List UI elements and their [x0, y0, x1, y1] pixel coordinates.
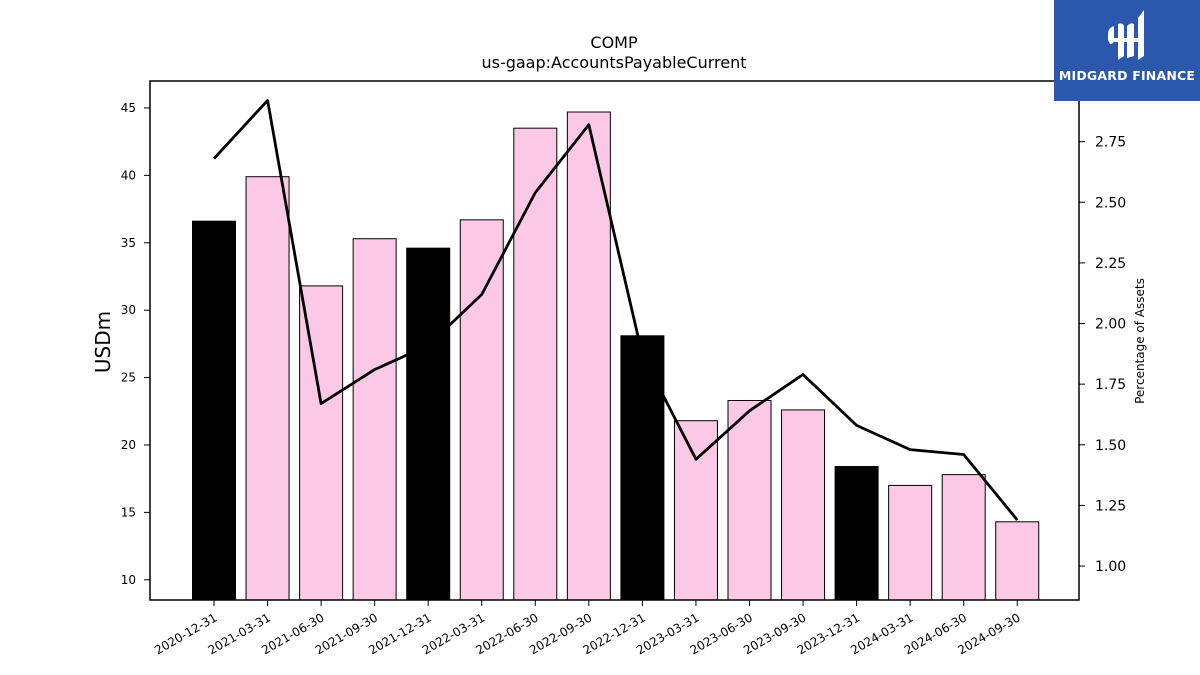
bar-2023-12-31	[834, 466, 879, 601]
y2-tick-label: 1.50	[1095, 438, 1126, 454]
plot-frame	[149, 80, 1080, 601]
bar-2022-12-31	[620, 335, 665, 601]
bar-2024-09-30	[995, 521, 1040, 601]
bar-2021-12-31	[406, 247, 451, 601]
y-tick-label: 30	[121, 303, 136, 317]
y-axis: 10 15 20 25 30 35 40 45	[121, 101, 150, 587]
y2-tick-label: 2.25	[1095, 256, 1126, 272]
y-axis-label: USDm	[91, 311, 115, 373]
y-tick-label: 10	[121, 573, 136, 587]
bar-2020-12-31	[192, 220, 236, 601]
logo-mark-icon	[1108, 10, 1144, 60]
percentage-line	[212, 99, 1019, 521]
y2-tick-label: 2.00	[1095, 317, 1126, 333]
y2-tick-label: 1.25	[1095, 498, 1126, 514]
bar-2023-06-30	[727, 399, 772, 601]
y2-axis-label: Percentage of Assets	[1133, 278, 1147, 404]
y-tick-label: 25	[121, 371, 136, 385]
bar-2023-09-30	[781, 409, 826, 601]
y-tick-label: 40	[121, 168, 136, 182]
y-tick-label: 45	[121, 101, 136, 115]
y2-tick-label: 1.75	[1095, 377, 1126, 393]
brand-logo: MIDGARD FINANCE	[1054, 0, 1200, 101]
y-tick-label: 35	[121, 236, 136, 250]
bar-2021-03-31	[245, 176, 290, 601]
chart-subtitle: us-gaap:AccountsPayableCurrent	[481, 53, 746, 72]
bar-2022-06-30	[513, 127, 558, 601]
y2-tick-label: 1.00	[1095, 559, 1126, 575]
y2-axis: 1.00 1.25 1.50 1.75 2.00 2.25 2.50 2.75	[1079, 135, 1126, 575]
bar-2022-09-30	[566, 111, 611, 601]
x-axis: 2020-12-312021-03-312021-06-302021-09-30…	[152, 600, 1023, 657]
logo-text: MIDGARD FINANCE	[1058, 68, 1196, 83]
y2-tick-label: 2.50	[1095, 195, 1126, 211]
y-tick-label: 20	[121, 438, 136, 452]
bar-2021-09-30	[352, 238, 397, 601]
chart-title: COMP	[590, 33, 638, 52]
line-layer	[212, 99, 1019, 521]
y-tick-label: 15	[121, 505, 136, 519]
bar-2024-06-30	[941, 474, 986, 601]
bar-2021-06-30	[299, 285, 344, 601]
bar-2024-03-31	[888, 484, 933, 601]
bar-2023-03-31	[673, 420, 718, 601]
y2-tick-label: 2.75	[1095, 135, 1126, 151]
bars-layer	[192, 111, 1040, 601]
bar-2022-03-31	[459, 219, 504, 601]
